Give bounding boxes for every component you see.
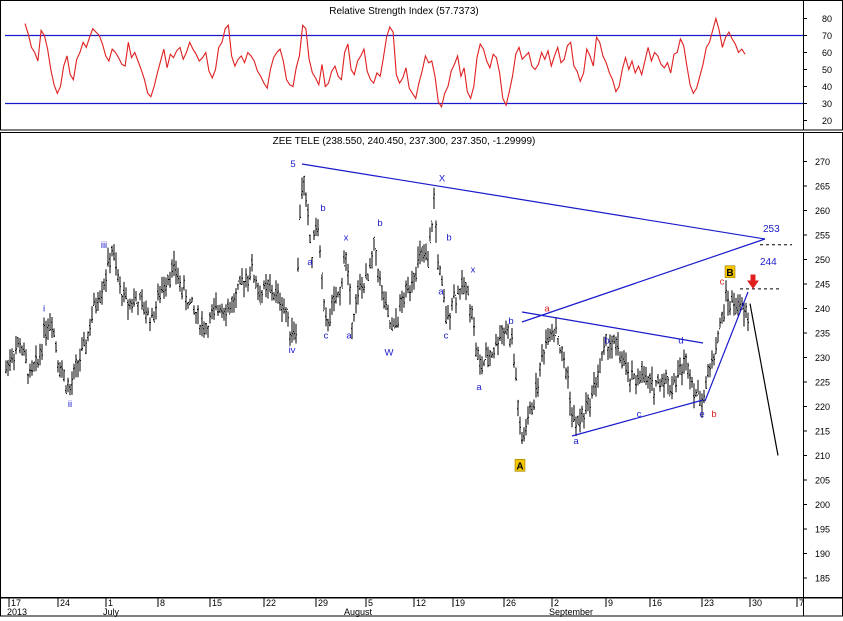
wave-label: a xyxy=(573,436,579,447)
price-y-tick-label: 255 xyxy=(815,231,830,241)
x-tick-label: 19 xyxy=(455,598,465,608)
price-frame xyxy=(0,132,843,598)
level-label-253: 253 xyxy=(763,224,780,235)
wave-label: i xyxy=(43,304,45,315)
wave-label: d xyxy=(678,335,683,346)
wave-label: ii xyxy=(68,399,72,410)
wave-label: b xyxy=(508,316,513,327)
x-tick-label: 8 xyxy=(160,598,165,608)
price-y-tick-label: 250 xyxy=(815,255,830,265)
wave-label: b xyxy=(711,409,716,420)
down-arrow-icon xyxy=(747,274,759,289)
month-label: September xyxy=(549,607,593,617)
rising-wedge-line xyxy=(704,291,749,402)
x-tick-label: 2 xyxy=(554,598,559,608)
wave-label: a xyxy=(438,286,444,297)
wave-label: x xyxy=(344,232,349,243)
x-tick-label: 29 xyxy=(318,598,328,608)
rsi-y-tick-label: 80 xyxy=(822,14,832,24)
price-y-tick-label: 185 xyxy=(815,574,830,584)
price-y-tick-label: 220 xyxy=(815,402,830,412)
wave-label: a xyxy=(476,382,482,393)
price-y-tick-label: 230 xyxy=(815,353,830,363)
triangle-upper xyxy=(521,311,704,344)
level-label-244: 244 xyxy=(760,257,777,268)
price-y-tick-label: 200 xyxy=(815,500,830,510)
wave-label: iii xyxy=(101,240,107,251)
x-tick-label: 1 xyxy=(108,598,113,608)
wave-label: b xyxy=(377,218,382,229)
boxed-label: A xyxy=(516,461,523,472)
boxed-label-bg xyxy=(724,265,736,279)
x-tick-label: 17 xyxy=(11,598,21,608)
price-y-tick-label: 260 xyxy=(815,206,830,216)
wave-label: c xyxy=(324,330,329,341)
wave-label: b xyxy=(604,335,609,346)
rsi-y-tick-label: 50 xyxy=(822,65,832,75)
price-y-tick-label: 235 xyxy=(815,329,830,339)
wave-label: X xyxy=(439,174,446,185)
month-label: July xyxy=(103,607,120,617)
projection-line xyxy=(749,303,779,456)
price-y-tick-label: 265 xyxy=(815,182,830,192)
x-tick-label: 5 xyxy=(368,598,373,608)
price-bars xyxy=(5,175,749,445)
rsi-title: Relative Strength Index (57.7373) xyxy=(329,6,479,17)
x-tick-label: 22 xyxy=(266,598,276,608)
rsi-line xyxy=(24,16,746,109)
price-y-tick-label: 215 xyxy=(815,427,830,437)
rsi-y-tick-label: 60 xyxy=(822,48,832,58)
price-y-tick-label: 210 xyxy=(815,451,830,461)
rsi-y-tick-label: 20 xyxy=(822,116,832,126)
wave-label: e xyxy=(699,409,704,420)
wave-label: x xyxy=(471,264,476,275)
wave-label: a xyxy=(346,330,352,341)
x-tick-label: 23 xyxy=(704,598,714,608)
rsi-frame xyxy=(0,0,843,131)
x-tick-label: 7 xyxy=(799,598,804,608)
rsi-panel: Relative Strength Index (57.7373) 20 30 40 5… xyxy=(0,0,843,131)
rsi-y-tick-label: 70 xyxy=(822,31,832,41)
price-y-tick-label: 270 xyxy=(815,157,830,167)
price-y-tick-label: 225 xyxy=(815,378,830,388)
price-y-tick-label: 195 xyxy=(815,525,830,535)
x-tick-label: 12 xyxy=(416,598,426,608)
price-panel: ZEE TELE (238.550, 240.450, 237.300, 237… xyxy=(0,132,843,598)
boxed-label-bg xyxy=(514,458,526,472)
boxed-label: B xyxy=(726,268,733,279)
wave-label: a xyxy=(544,304,550,315)
price-y-tick-label: 190 xyxy=(815,549,830,559)
x-tick-label: 15 xyxy=(212,598,222,608)
price-title: ZEE TELE (238.550, 240.450, 237.300, 237… xyxy=(273,136,536,147)
wave-label: c xyxy=(720,277,725,288)
month-label: August xyxy=(344,607,373,617)
x-tick-label: 9 xyxy=(608,598,613,608)
wave-label: b xyxy=(446,232,451,243)
trendline-upper-down xyxy=(301,163,766,240)
price-y-tick-label: 245 xyxy=(815,280,830,290)
trendline-lower-up xyxy=(521,238,766,323)
x-tick-label: 16 xyxy=(652,598,662,608)
rsi-y-tick-label: 40 xyxy=(822,82,832,92)
wave-label: 5 xyxy=(290,159,295,170)
wave-label: W xyxy=(385,348,394,359)
triangle-lower xyxy=(571,399,704,437)
wave-label: c xyxy=(637,409,642,420)
wave-label: c xyxy=(444,330,449,341)
wave-label: b xyxy=(320,203,325,214)
wave-label: a xyxy=(307,257,313,268)
price-y-tick-label: 240 xyxy=(815,304,830,314)
price-y-tick-label: 205 xyxy=(815,476,830,486)
x-tick-label: 30 xyxy=(752,598,762,608)
x-tick-label: 24 xyxy=(60,598,70,608)
wave-label: iv xyxy=(289,345,296,356)
rsi-y-tick-label: 30 xyxy=(822,99,832,109)
x-tick-label: 26 xyxy=(506,598,516,608)
month-label: 2013 xyxy=(7,607,27,617)
